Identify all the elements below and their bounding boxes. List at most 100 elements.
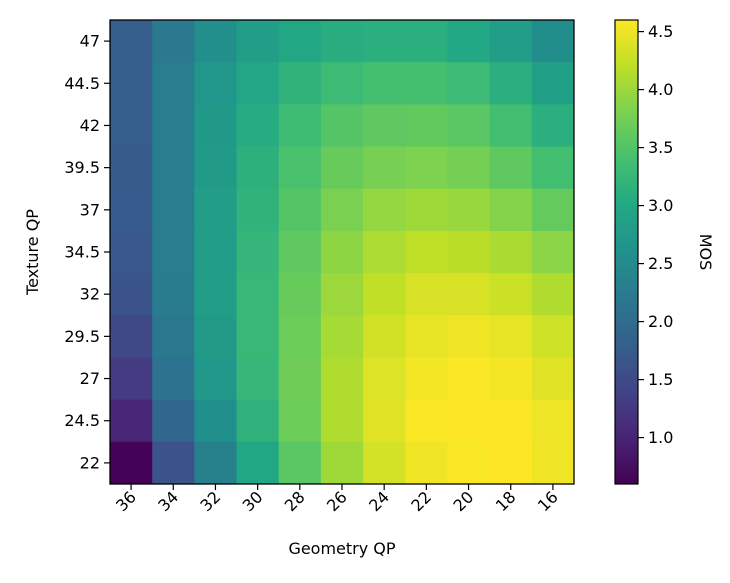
heatmap-cell: [320, 104, 364, 148]
heatmap-cell: [152, 273, 195, 316]
heatmap-cell: [152, 357, 195, 401]
colorbar-tick-label: 1.0: [648, 428, 673, 447]
y-axis-ticks: 47 44.5 42 39.5 37 34.5 32 29.5 27 24.5 22: [64, 32, 110, 472]
heatmap-cell: [152, 146, 195, 190]
heatmap-cell: [110, 273, 153, 316]
heatmap-cell: [320, 230, 364, 274]
heatmap-cell: [531, 315, 575, 358]
heatmap-cell: [447, 188, 491, 232]
heatmap-cell: [278, 315, 322, 358]
y-tick-label: 32: [80, 285, 100, 304]
heatmap-cell: [278, 399, 322, 443]
heatmap-cell: [447, 62, 491, 105]
heatmap-cell: [194, 441, 238, 485]
x-tick-label: 16: [534, 487, 562, 515]
y-tick-label: 42: [80, 116, 100, 135]
heatmap-cell: [236, 188, 280, 232]
colorbar-label: MOS: [696, 234, 715, 271]
heatmap-cell: [320, 273, 364, 316]
heatmap-cell: [531, 146, 575, 190]
heatmap-cell: [194, 20, 238, 63]
heatmap-cell: [236, 62, 280, 105]
heatmap-cell: [363, 315, 406, 358]
heatmap-cell: [194, 188, 238, 232]
heatmap-cell: [363, 441, 406, 485]
x-tick-label: 34: [154, 487, 182, 515]
heatmap-cell: [531, 357, 575, 401]
heatmap-cell: [405, 441, 448, 485]
heatmap-cell: [236, 230, 280, 274]
heatmap-cell: [110, 62, 153, 105]
x-tick-label: 24: [365, 487, 393, 515]
heatmap-cell: [194, 273, 238, 316]
heatmap-cell: [363, 146, 406, 190]
heatmap-cell: [447, 104, 491, 148]
y-tick-label: 29.5: [64, 327, 100, 346]
heatmap-cell: [194, 357, 238, 401]
heatmap-cell: [110, 230, 153, 274]
heatmap-cell: [194, 146, 238, 190]
heatmap-cell: [320, 399, 364, 443]
heatmap-cell: [363, 188, 406, 232]
y-axis-title: Texture QP: [23, 209, 42, 296]
heatmap-cell: [110, 399, 153, 443]
heatmap-cell: [447, 357, 491, 401]
heatmap-cell: [320, 188, 364, 232]
heatmap-cell: [405, 315, 448, 358]
heatmap-cell: [447, 20, 491, 63]
heatmap-cell: [110, 315, 153, 358]
heatmap-cell: [110, 441, 153, 485]
heatmap-cell: [236, 104, 280, 148]
heatmap-cell: [405, 399, 448, 443]
y-tick-label: 22: [80, 453, 100, 472]
heatmap-cell: [363, 20, 406, 63]
heatmap-cell: [489, 230, 533, 274]
x-tick-label: 18: [492, 487, 520, 515]
x-tick-label: 22: [407, 487, 435, 515]
heatmap-cell: [489, 273, 533, 316]
heatmap-cell: [278, 20, 322, 63]
heatmap-cell: [405, 146, 448, 190]
heatmap-cell: [278, 441, 322, 485]
heatmap-cell: [278, 357, 322, 401]
heatmap-cell: [152, 315, 195, 358]
heatmap-cell: [320, 357, 364, 401]
heatmap-cell: [194, 230, 238, 274]
colorbar: [614, 19, 639, 485]
heatmap-cell: [531, 20, 575, 63]
heatmap-cell: [489, 315, 533, 358]
x-axis-ticks: 36 34 32 30 28 26 24 22 20 18 16: [112, 484, 562, 515]
x-tick-label: 36: [112, 487, 140, 515]
x-tick-label: 20: [450, 487, 478, 515]
heatmap-cell: [489, 146, 533, 190]
heatmap-cell: [363, 357, 406, 401]
heatmap-cell: [405, 20, 448, 63]
heatmap-cell: [152, 230, 195, 274]
heatmap-cell: [320, 146, 364, 190]
x-tick-label: 28: [281, 487, 309, 515]
heatmap-cell: [320, 315, 364, 358]
colorbar-tick-label: 1.5: [648, 370, 673, 389]
heatmap-cell: [447, 230, 491, 274]
heatmap-cell: [489, 399, 533, 443]
heatmap-cell: [447, 273, 491, 316]
heatmap-cell: [447, 146, 491, 190]
colorbar-tick-label: 4.0: [648, 80, 673, 99]
heatmap-cell: [531, 62, 575, 105]
y-tick-label: 47: [80, 32, 100, 51]
heatmap-cell: [405, 188, 448, 232]
colorbar-tick-label: 3.0: [648, 196, 673, 215]
heatmap-cell: [152, 441, 195, 485]
heatmap-cell: [531, 273, 575, 316]
heatmap-cell: [363, 230, 406, 274]
colorbar-tick-label: 4.5: [648, 22, 673, 41]
x-axis-title: Geometry QP: [288, 539, 395, 558]
x-tick-label: 30: [239, 487, 267, 515]
heatmap-cell: [278, 188, 322, 232]
heatmap-cell: [278, 273, 322, 316]
heatmap-cell: [531, 104, 575, 148]
heatmap-cell: [278, 146, 322, 190]
heatmap-cell: [236, 399, 280, 443]
heatmap-cell: [278, 104, 322, 148]
heatmap-cell: [531, 441, 575, 485]
